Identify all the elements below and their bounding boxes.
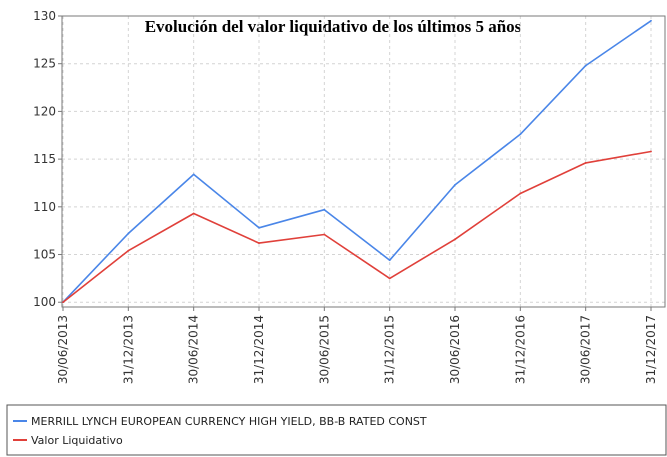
data-point xyxy=(650,150,652,153)
data-point xyxy=(388,259,391,262)
x-tick-label: 30/06/2013 xyxy=(56,315,70,384)
x-tick-label: 30/06/2015 xyxy=(317,315,331,384)
y-axis: 100 105 110 115 120 125 130 xyxy=(33,9,62,309)
data-point xyxy=(650,19,652,22)
series-line-0 xyxy=(62,20,652,303)
data-point xyxy=(454,238,456,241)
series-lines xyxy=(62,19,652,304)
x-tick-label: 31/12/2015 xyxy=(383,315,397,384)
data-point xyxy=(388,277,391,280)
y-tick-label: 130 xyxy=(33,9,56,23)
data-point xyxy=(584,64,587,67)
legend-box xyxy=(6,404,667,456)
plot-area xyxy=(61,15,666,308)
y-tick-label: 100 xyxy=(33,295,56,309)
y-tick-label: 120 xyxy=(33,104,56,118)
data-point xyxy=(127,232,130,235)
x-tick-label: 30/06/2016 xyxy=(448,315,462,384)
legend: MERRILL LYNCH EUROPEAN CURRENCY HIGH YIE… xyxy=(6,404,667,456)
x-tick-label: 31/12/2016 xyxy=(513,315,527,384)
x-tick-label: 31/12/2013 xyxy=(121,315,135,384)
data-point xyxy=(127,249,130,252)
data-point xyxy=(258,226,260,229)
x-axis: 30/06/2013 31/12/2013 30/06/2014 31/12/2014… xyxy=(56,307,658,384)
data-point xyxy=(192,212,195,215)
legend-label-0: MERRILL LYNCH EUROPEAN CURRENCY HIGH YIE… xyxy=(31,415,427,428)
legend-label-1: Valor Liquidativo xyxy=(31,434,123,447)
data-point xyxy=(323,233,326,236)
x-tick-label: 31/12/2014 xyxy=(252,315,266,384)
data-point xyxy=(323,208,326,211)
x-tick-label: 30/06/2017 xyxy=(579,315,593,384)
y-tick-label: 105 xyxy=(33,248,56,262)
y-tick-label: 110 xyxy=(33,200,56,214)
data-point xyxy=(519,192,522,195)
data-point xyxy=(62,301,64,304)
data-point xyxy=(454,183,456,186)
data-point xyxy=(258,242,260,244)
data-point xyxy=(584,162,587,164)
y-tick-label: 125 xyxy=(33,57,56,71)
data-point xyxy=(192,173,195,176)
x-tick-label: 31/12/2017 xyxy=(644,315,658,384)
y-tick-label: 115 xyxy=(33,152,56,166)
chart-title: Evolución del valor liquidativo de los ú… xyxy=(145,17,522,36)
x-tick-label: 30/06/2014 xyxy=(187,315,201,384)
grid xyxy=(62,15,665,307)
data-point xyxy=(519,133,522,136)
series-line-1 xyxy=(62,150,652,303)
